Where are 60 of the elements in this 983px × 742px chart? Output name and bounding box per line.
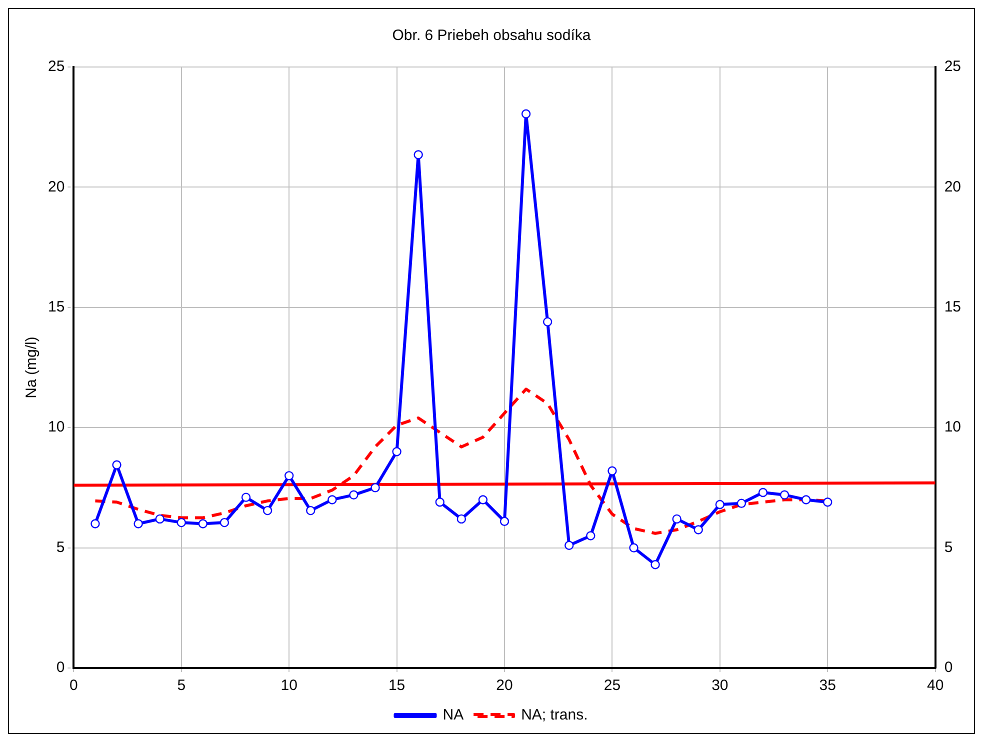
x-tick-label: 0: [70, 677, 78, 694]
point: [392, 447, 402, 456]
point: [608, 466, 617, 476]
point: [370, 483, 380, 492]
x-tick-label: 25: [604, 677, 621, 694]
legend-label: NA: [442, 706, 464, 724]
point: [736, 498, 746, 508]
point: [715, 500, 725, 510]
x-tick-label: 30: [712, 677, 728, 694]
point: [176, 518, 186, 528]
x-tick-label: 35: [819, 677, 836, 694]
point: [780, 490, 790, 500]
point: [478, 495, 488, 504]
x-tick-label: 10: [280, 677, 298, 694]
y-tick-label: 5: [56, 538, 65, 556]
point: [564, 540, 574, 550]
y2-tick-label: 5: [944, 538, 953, 556]
point: [542, 317, 552, 326]
point: [521, 109, 531, 118]
point: [801, 495, 811, 504]
point: [328, 495, 337, 504]
y-tick-label: 10: [48, 418, 65, 436]
y2-tick-label: 20: [944, 178, 962, 196]
y-tick-label: 15: [48, 298, 65, 316]
y-tick-label: 0: [56, 659, 65, 676]
y2-tick-label: 10: [944, 418, 962, 436]
point: [155, 514, 164, 524]
chart-title: Obr. 6 Priebeh obsahu sodíka: [392, 27, 592, 44]
point: [500, 516, 510, 526]
point: [586, 531, 596, 540]
point: [349, 490, 358, 500]
y-tick-label: 25: [48, 58, 65, 76]
y-axis-title: Na (mg/l): [23, 336, 40, 398]
y2-tick-label: 0: [944, 659, 953, 676]
x-tick-label: 20: [496, 677, 513, 694]
point: [435, 498, 444, 507]
x-tick-label: 40: [926, 677, 944, 694]
point: [134, 519, 143, 528]
point: [112, 460, 122, 470]
x-tick-label: 15: [388, 677, 406, 694]
point: [241, 492, 251, 502]
point: [90, 519, 100, 528]
point: [198, 519, 208, 528]
y2-tick-label: 25: [944, 58, 962, 76]
point: [262, 506, 272, 516]
legend-label: NA; trans.: [521, 706, 588, 724]
point: [284, 471, 294, 480]
point: [694, 525, 703, 534]
point: [758, 488, 768, 498]
y2-tick-label: 15: [944, 298, 962, 316]
point: [629, 543, 638, 552]
point: [414, 150, 423, 160]
point: [306, 506, 316, 516]
point: [672, 514, 682, 524]
point: [220, 518, 230, 528]
point: [456, 514, 466, 524]
point: [650, 560, 660, 570]
y-tick-label: 20: [48, 178, 65, 196]
x-tick-label: 5: [177, 677, 186, 694]
point: [823, 498, 832, 507]
